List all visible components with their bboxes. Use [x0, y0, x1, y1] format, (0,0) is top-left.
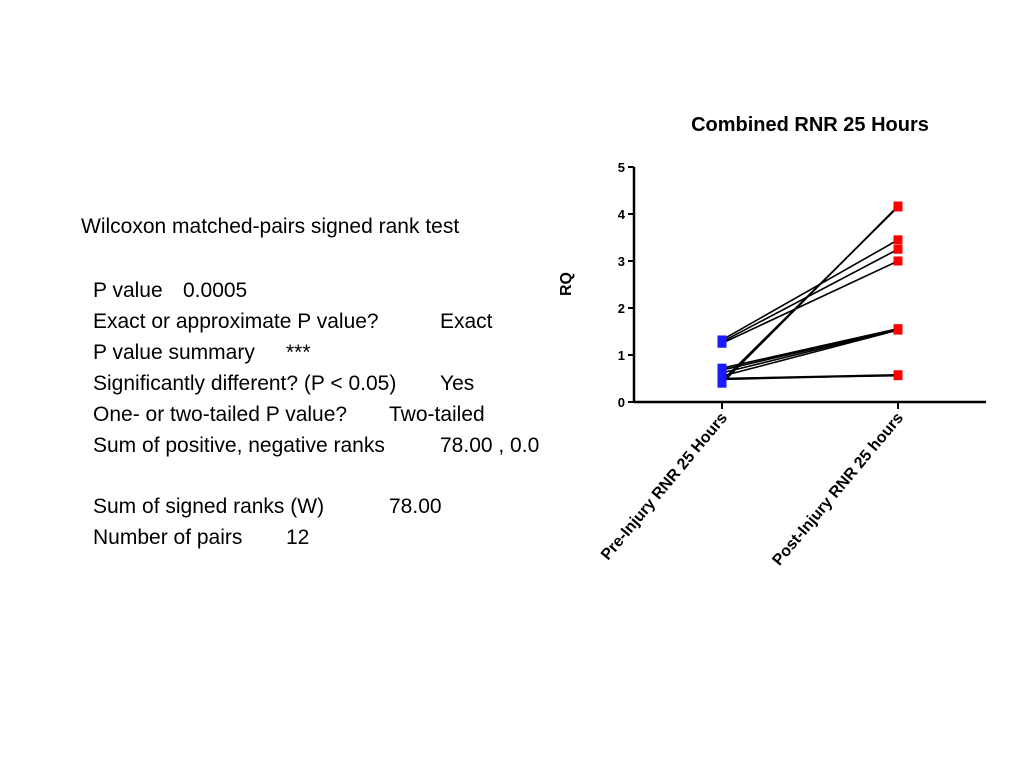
stats-value: Two-tailed	[389, 403, 485, 426]
stats-value: 12	[286, 526, 310, 549]
stats-value: Exact	[440, 310, 493, 333]
stats-value: 0.0005	[183, 279, 248, 302]
pre-marker	[717, 378, 727, 388]
pair-line	[721, 329, 899, 377]
stats-title: Wilcoxon matched-pairs signed rank test	[81, 215, 460, 238]
stats-panel: Wilcoxon matched-pairs signed rank test …	[81, 215, 540, 549]
stats-label: Exact or approximate P value?	[93, 310, 379, 333]
stats-label: Number of pairs	[93, 526, 243, 549]
pair-line	[721, 374, 899, 380]
pair-line	[721, 328, 899, 374]
markers	[717, 201, 903, 388]
axes: 0 1 2 3 4 5 Pre-Injury RNR 25 Hours Post-Injury…	[598, 160, 986, 569]
post-marker	[893, 235, 903, 245]
stats-label: Sum of positive, negative ranks	[93, 434, 385, 457]
post-marker	[893, 256, 903, 266]
pair-line	[721, 328, 899, 371]
pair-lines	[721, 205, 899, 384]
post-marker	[893, 201, 903, 211]
y-axis-label: RQ	[558, 272, 575, 296]
y-tick-label: 1	[618, 348, 625, 363]
pair-line	[721, 260, 899, 344]
stats-value: Yes	[440, 372, 475, 395]
pair-line	[721, 205, 899, 384]
stats-label: Significantly different? (P < 0.05)	[93, 372, 397, 395]
x-tick-label: Post-Injury RNR 25 hours	[769, 410, 907, 569]
y-tick-label: 5	[618, 160, 625, 175]
x-tick-label: Pre-Injury RNR 25 Hours	[598, 410, 731, 564]
chart: Combined RNR 25 Hours RQ 0 1 2 3 4 5 Pre-Injur…	[540, 100, 1020, 600]
chart-title: Combined RNR 25 Hours	[691, 114, 929, 136]
stats-value: 78.00 , 0.0	[440, 434, 540, 457]
stats-label: One- or two-tailed P value?	[93, 403, 348, 426]
post-marker	[893, 371, 903, 381]
stats-value: 78.00	[389, 495, 442, 518]
stats-label: P value	[93, 279, 163, 302]
chart-svg: Combined RNR 25 Hours RQ 0 1 2 3 4 5 Pre-Injur…	[558, 114, 986, 569]
y-tick-label: 2	[618, 301, 625, 316]
pre-marker	[717, 338, 727, 348]
stats-label: P value summary	[93, 341, 255, 364]
pair-line	[721, 239, 899, 341]
post-marker	[893, 325, 903, 335]
post-marker	[893, 244, 903, 254]
y-tick-label: 4	[618, 207, 626, 222]
stats-label: Sum of signed ranks (W)	[93, 495, 325, 518]
y-tick-label: 0	[618, 395, 625, 410]
stats-value: ***	[286, 341, 311, 364]
y-tick-label: 3	[618, 254, 625, 269]
